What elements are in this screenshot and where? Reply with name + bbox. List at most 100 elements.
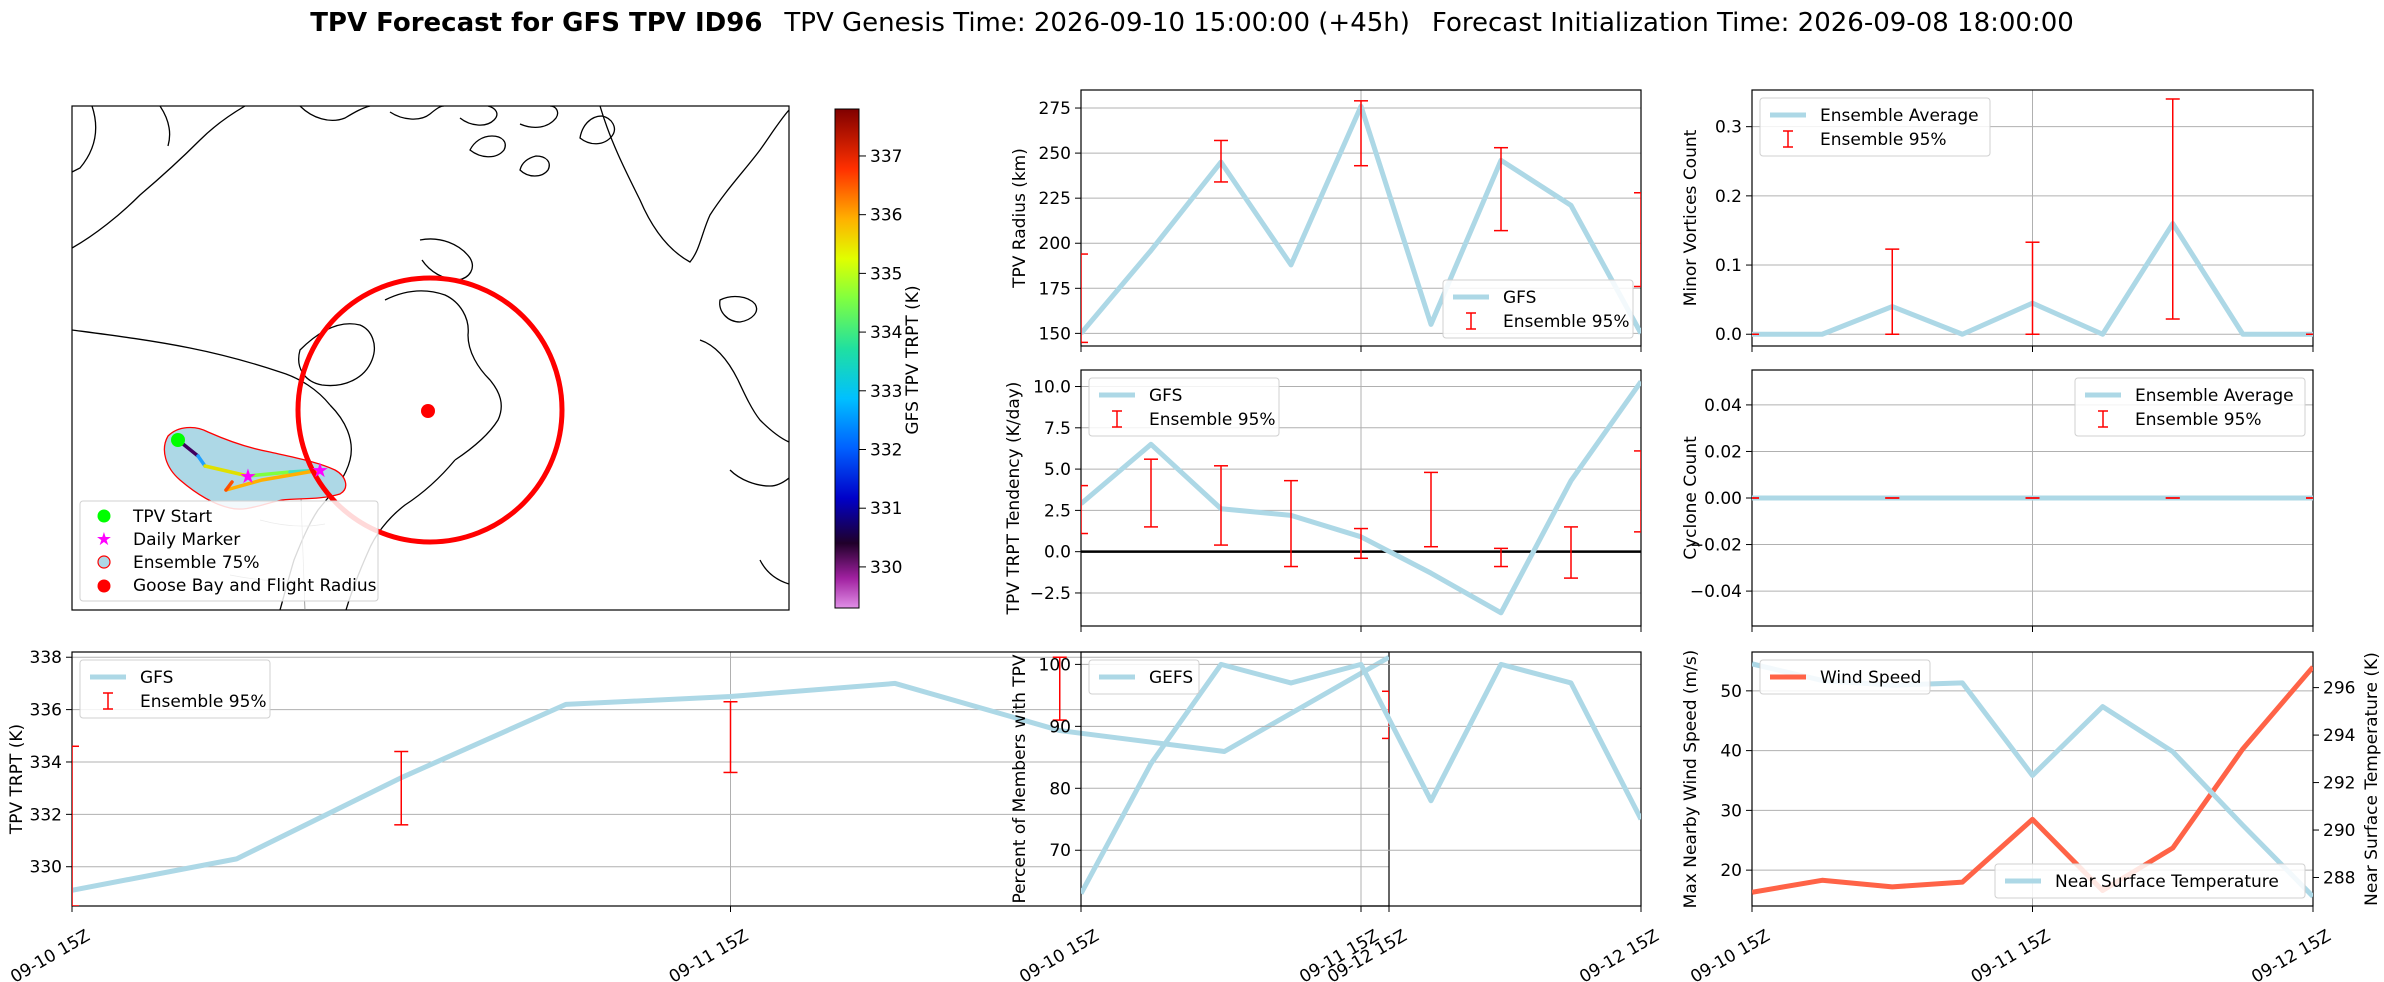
cyclone-ytick-label: 0.00 <box>1704 489 1742 509</box>
title-bold: TPV Forecast for GFS TPV ID96 <box>310 8 762 38</box>
temp-ytick-label: 292 <box>2323 774 2355 794</box>
colorbar-tick-label: 334 <box>870 323 902 343</box>
members-ylabel: Percent of Members with TPV <box>1010 654 1030 903</box>
wind-ytick-label: 40 <box>1720 742 1742 762</box>
minor-ylabel: Minor Vortices Count <box>1681 129 1701 306</box>
tendency-plot-area <box>1081 380 1641 616</box>
minor-legend-box <box>1759 97 1991 157</box>
minor-legend-label: Ensemble 95% <box>1820 130 1947 150</box>
title-init: Forecast Initialization Time: 2026-09-08… <box>1432 8 2074 38</box>
radius-ylabel: TPV Radius (km) <box>1010 148 1030 289</box>
temp-ytick-label: 288 <box>2323 869 2355 889</box>
minor-ytick-label: 0.2 <box>1715 187 1742 207</box>
trpt-ytick-label: 334 <box>30 753 62 773</box>
trpt-ylabel: TPV TRPT (K) <box>7 724 27 835</box>
tendency-ytick-label: −2.5 <box>1030 584 1071 604</box>
trpt-xtick-label: 09-11 15Z <box>666 926 752 982</box>
figure-title: TPV Forecast for GFS TPV ID96 TPV Genesis… <box>310 8 2074 38</box>
legend-ensemble-75: Ensemble 75% <box>133 553 260 573</box>
daily-marker-1: ★ <box>239 464 257 488</box>
trpt-legend-label: Ensemble 95% <box>140 692 267 712</box>
tendency-ytick-label: 0.0 <box>1044 543 1071 563</box>
colorbar-tick-label: 333 <box>870 382 902 402</box>
wind-ytick-label: 50 <box>1720 682 1742 702</box>
radius-legend-box <box>1442 279 1634 339</box>
trpt-ytick-label: 330 <box>30 858 62 878</box>
minor-ytick-label: 0.1 <box>1715 256 1742 276</box>
trpt-xtick-label: 09-10 15Z <box>7 926 93 982</box>
temp-ylabel: Near Surface Temperature (K) <box>2362 652 2382 906</box>
legend-goose-bay: Goose Bay and Flight Radius <box>133 576 377 596</box>
tendency-ylabel: TPV TRPT Tendency (K/day) <box>1004 382 1024 616</box>
wind-legend-box <box>1759 659 1931 695</box>
members-legend-box <box>1088 659 1200 695</box>
map-panel: ★ ★ TPV Start ★ Daily Marker Ensemble 75… <box>71 105 923 611</box>
cyclone-legend-label: Ensemble 95% <box>2135 410 2262 430</box>
minor-plot-area <box>1752 98 2313 337</box>
cyclone-legend-label: Ensemble Average <box>2135 386 2294 406</box>
legend-daily-marker: Daily Marker <box>133 530 240 550</box>
daily-marker-2: ★ <box>311 458 329 482</box>
colorbar-tick-label: 337 <box>870 147 902 167</box>
cyclone-ytick-label: 0.04 <box>1704 396 1742 416</box>
radius-legend-label: GFS <box>1503 288 1536 308</box>
trpt-ytick-label: 332 <box>30 805 62 825</box>
radius-plot-area <box>1081 100 1641 344</box>
temp-legend-box <box>1994 863 2306 899</box>
tendency-legend-box <box>1088 377 1280 437</box>
wind-xtick-label: 09-12 15Z <box>2248 926 2334 982</box>
tendency-ytick-label: 2.5 <box>1044 501 1071 521</box>
members-ytick-label: 70 <box>1049 841 1071 861</box>
minor-legend-label: Ensemble Average <box>1820 106 1979 126</box>
wind-ylabel: Max Nearby Wind Speed (m/s) <box>1681 650 1701 909</box>
temp-ytick-label: 294 <box>2323 726 2355 746</box>
tendency-ytick-label: 7.5 <box>1044 419 1071 439</box>
temp-ytick-label: 290 <box>2323 821 2355 841</box>
members-series-line <box>1081 661 1641 895</box>
trpt-legend-label: GFS <box>140 668 173 688</box>
goose-bay-flight-radius <box>295 275 565 545</box>
tendency-ytick-label: 10.0 <box>1033 378 1071 398</box>
cyclone-ytick-label: −0.02 <box>1690 536 1742 556</box>
wind-xtick-label: 09-10 15Z <box>1687 926 1773 982</box>
ensemble-75-region <box>163 426 347 510</box>
title-genesis: TPV Genesis Time: 2026-09-10 15:00:00 (+… <box>783 8 1410 38</box>
tendency-ytick-label: 5.0 <box>1044 460 1071 480</box>
colorbar-label: GFS TPV TRPT (K) <box>903 285 923 434</box>
legend-tpv-start: TPV Start <box>132 507 213 527</box>
minor-ytick-label: 0.0 <box>1715 325 1742 345</box>
svg-text:★: ★ <box>96 529 112 550</box>
wind-ytick-label: 30 <box>1720 801 1742 821</box>
members-xtick-label: 09-10 15Z <box>1016 926 1102 982</box>
wind-temperature-chart: 20 30 40 50 09-10 15Z 09-11 15Z 09-12 15Z Max N… <box>1681 650 2382 982</box>
wind-legend-label: Wind Speed <box>1820 668 1921 688</box>
colorbar-tick-label: 332 <box>870 440 902 460</box>
cyclone-ytick-label: 0.02 <box>1704 442 1742 462</box>
colorbar-tick-label: 335 <box>870 264 902 284</box>
radius-ytick-label: 250 <box>1039 144 1071 164</box>
trpt-legend-box <box>79 659 271 719</box>
colorbar: 330 331 332 333 334 335 336 337 GFS TPV TRPT (K… <box>834 108 923 609</box>
colorbar-tick-label: 331 <box>870 499 902 519</box>
members-ytick-label: 100 <box>1039 655 1071 675</box>
trpt-series-line <box>72 655 1389 893</box>
temp-ytick-label: 296 <box>2323 679 2355 699</box>
radius-ytick-label: 200 <box>1039 234 1071 254</box>
radius-ytick-label: 150 <box>1039 324 1071 344</box>
cyclone-ylabel: Cyclone Count <box>1681 436 1701 560</box>
goose-bay-marker <box>421 404 435 418</box>
cyclone-ytick-label: −0.04 <box>1690 582 1742 602</box>
radius-chart: 150 175 200 225 250 275 TPV Radius (km) GFS Ense… <box>1010 89 1642 352</box>
radius-ytick-label: 225 <box>1039 189 1071 209</box>
members-ytick-label: 90 <box>1049 717 1071 737</box>
trpt-ytick-label: 338 <box>30 648 62 668</box>
trpt-plot-area <box>72 655 1389 906</box>
wind-xtick-label: 09-11 15Z <box>1968 926 2054 982</box>
colorbar-tick-label: 336 <box>870 206 902 226</box>
radius-ytick-label: 175 <box>1039 279 1071 299</box>
cyclone-legend-box <box>2074 377 2306 437</box>
